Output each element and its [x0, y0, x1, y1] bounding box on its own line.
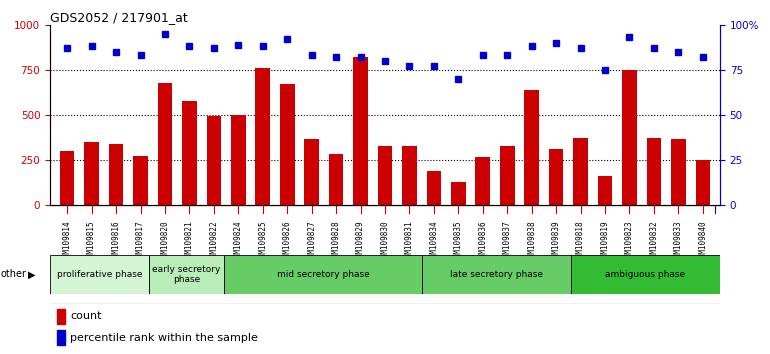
Text: GSM109838: GSM109838: [527, 220, 536, 262]
Text: GSM109826: GSM109826: [283, 220, 292, 262]
Bar: [500, 146, 514, 205]
Text: GSM109827: GSM109827: [307, 220, 316, 262]
Text: GSM109820: GSM109820: [160, 220, 169, 262]
Bar: [571, 255, 720, 294]
Text: percentile rank within the sample: percentile rank within the sample: [70, 332, 258, 343]
Bar: [695, 160, 710, 205]
Text: other: other: [1, 269, 27, 279]
Text: GSM109814: GSM109814: [62, 220, 72, 262]
Bar: [598, 176, 612, 205]
Text: ▶: ▶: [28, 269, 35, 279]
Text: GSM109819: GSM109819: [601, 220, 610, 262]
Text: GSM109818: GSM109818: [576, 220, 585, 262]
Text: GSM109837: GSM109837: [503, 220, 512, 262]
Bar: [622, 70, 637, 205]
Bar: [422, 255, 571, 294]
Text: GSM109821: GSM109821: [185, 220, 194, 262]
Bar: [158, 82, 172, 205]
Bar: [573, 138, 588, 205]
Bar: [206, 116, 221, 205]
Bar: [524, 90, 539, 205]
Text: GSM109824: GSM109824: [234, 220, 243, 262]
Bar: [329, 154, 343, 205]
Text: GSM109815: GSM109815: [87, 220, 96, 262]
Text: proliferative phase: proliferative phase: [57, 270, 142, 279]
Text: GSM109828: GSM109828: [332, 220, 340, 262]
Text: GSM109834: GSM109834: [430, 220, 438, 262]
Text: GSM109833: GSM109833: [674, 220, 683, 262]
Text: GSM109822: GSM109822: [209, 220, 219, 262]
Bar: [149, 255, 224, 294]
Bar: [133, 156, 148, 205]
Text: ambiguous phase: ambiguous phase: [605, 270, 685, 279]
Bar: [109, 144, 123, 205]
Text: early secretory
phase: early secretory phase: [152, 265, 221, 284]
Text: mid secretory phase: mid secretory phase: [276, 270, 370, 279]
Text: GSM109835: GSM109835: [454, 220, 463, 262]
Bar: [57, 309, 65, 324]
Bar: [256, 68, 270, 205]
Text: GSM109825: GSM109825: [258, 220, 267, 262]
Bar: [451, 182, 466, 205]
Bar: [647, 138, 661, 205]
Text: GSM109829: GSM109829: [356, 220, 365, 262]
Bar: [60, 151, 75, 205]
Bar: [50, 255, 149, 294]
Text: count: count: [70, 311, 102, 321]
Text: GSM109816: GSM109816: [112, 220, 121, 262]
Bar: [475, 156, 490, 205]
Text: GSM109830: GSM109830: [380, 220, 390, 262]
Bar: [224, 255, 422, 294]
Bar: [182, 101, 197, 205]
Bar: [84, 142, 99, 205]
Bar: [549, 149, 564, 205]
Text: GSM109836: GSM109836: [478, 220, 487, 262]
Text: GSM109839: GSM109839: [551, 220, 561, 262]
Text: GDS2052 / 217901_at: GDS2052 / 217901_at: [50, 11, 188, 24]
Text: GSM109817: GSM109817: [136, 220, 145, 262]
Text: GSM109840: GSM109840: [698, 220, 708, 262]
Bar: [304, 138, 319, 205]
Bar: [402, 146, 417, 205]
Bar: [671, 139, 686, 205]
Text: late secretory phase: late secretory phase: [450, 270, 543, 279]
Bar: [231, 115, 246, 205]
Text: GSM109832: GSM109832: [649, 220, 658, 262]
Bar: [377, 146, 393, 205]
Bar: [353, 57, 368, 205]
Bar: [57, 330, 65, 345]
Bar: [427, 171, 441, 205]
Text: GSM109823: GSM109823: [625, 220, 634, 262]
Bar: [280, 84, 295, 205]
Text: GSM109831: GSM109831: [405, 220, 414, 262]
